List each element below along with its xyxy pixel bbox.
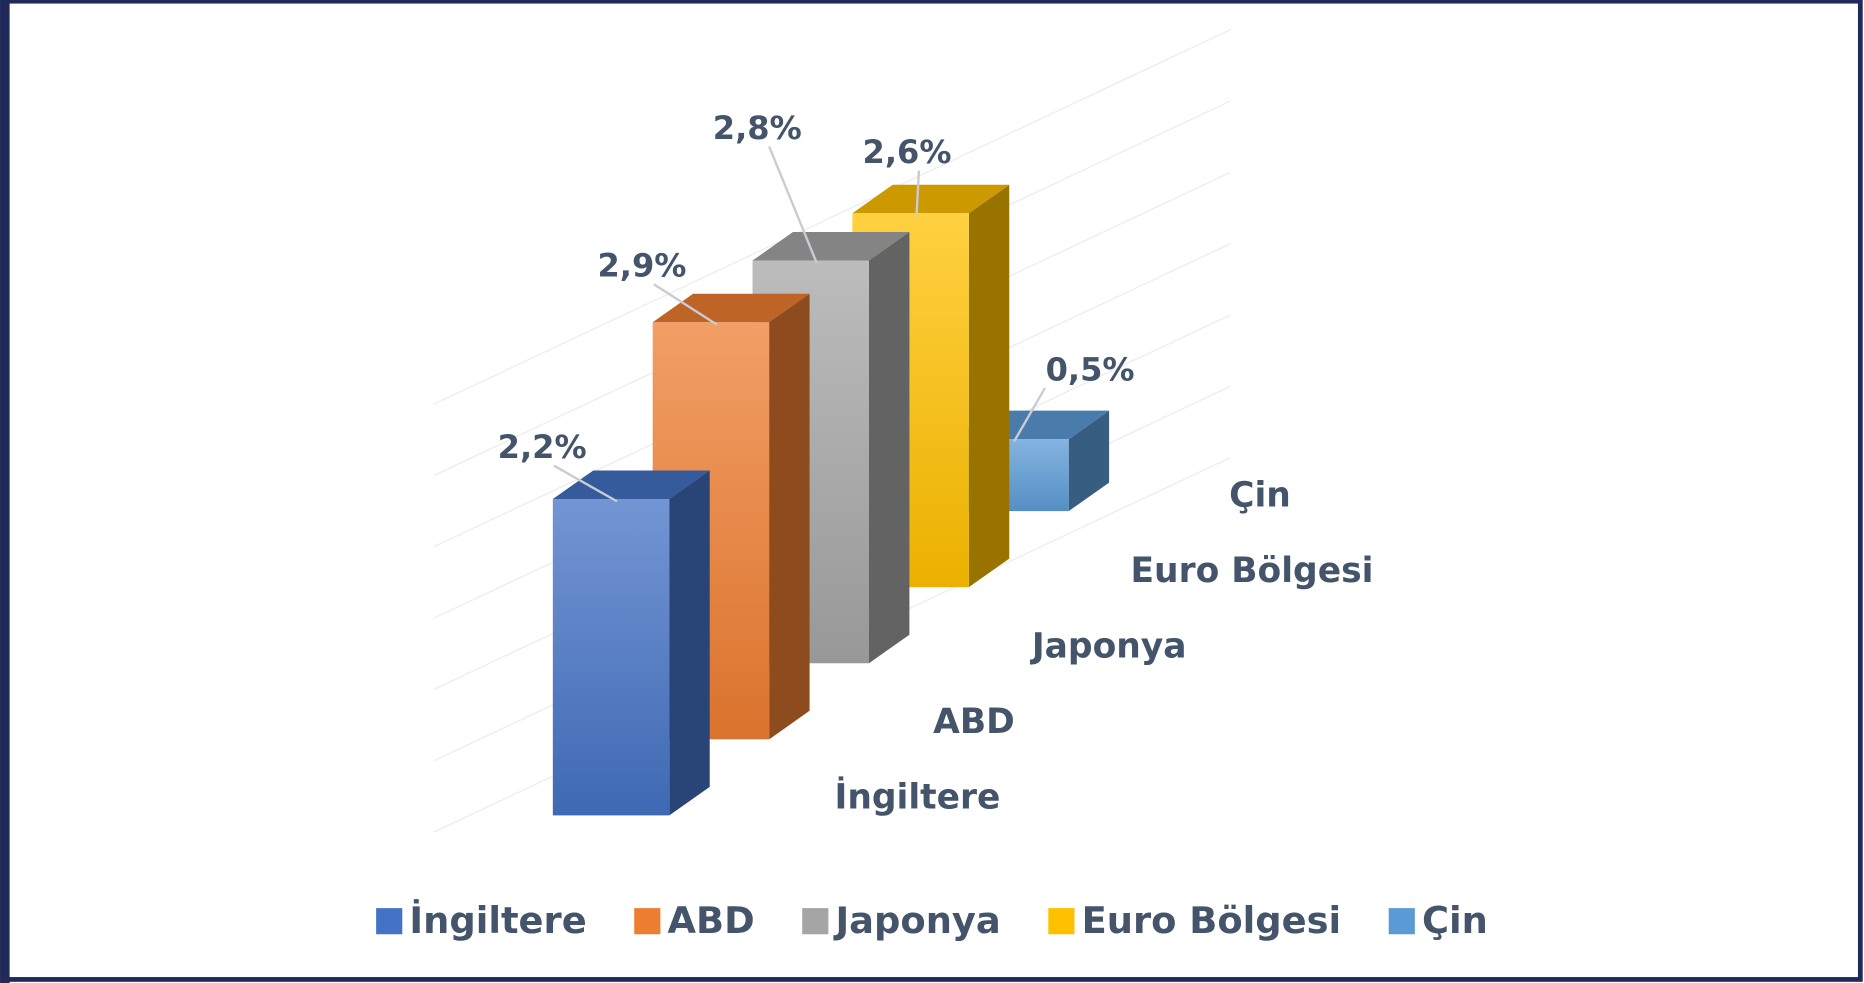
bar-side [669, 470, 710, 816]
frame-edge [0, 0, 10, 983]
legend-label: Euro Bölgesi [1082, 899, 1342, 942]
legend-swatch [1388, 908, 1415, 935]
bar-top [752, 232, 910, 261]
legend-label: ABD [668, 899, 755, 942]
legend-swatch [376, 908, 403, 935]
legend-swatch [1048, 908, 1075, 935]
bar-top [652, 293, 810, 323]
value-label: 2,6% [863, 133, 952, 171]
category-label: Euro Bölgesi [1131, 551, 1374, 591]
grid-line [433, 29, 1231, 405]
bar-top [852, 184, 1010, 214]
bar-side [869, 232, 910, 664]
leader-line [768, 145, 818, 264]
bar-side [968, 184, 1010, 588]
value-label: 2,2% [498, 428, 587, 466]
category-label: ABD [933, 702, 1015, 742]
legend-label: İngiltere [409, 898, 586, 942]
bar [552, 470, 710, 816]
leader-line [653, 283, 718, 326]
legend-label: Japonya [832, 899, 1000, 942]
leader-line [553, 464, 618, 503]
bar-side [769, 293, 810, 740]
value-label: 0,5% [1046, 350, 1135, 388]
leader-line [1012, 387, 1046, 443]
value-label: 2,8% [713, 109, 802, 147]
legend-label: Çin [1422, 899, 1488, 942]
value-label: 2,9% [597, 247, 686, 285]
bar-side [1068, 410, 1110, 512]
legend-swatch [802, 908, 829, 935]
bar-top [552, 470, 710, 499]
category-label: İngiltere [835, 776, 1001, 817]
leader-line [915, 170, 921, 216]
category-label: Çin [1229, 475, 1291, 515]
legend-swatch [634, 908, 661, 935]
legend: İngiltere ABD Japonya Euro Bölgesi Çin [376, 898, 1488, 942]
bar-front [552, 498, 670, 816]
category-label: Japonya [1030, 626, 1187, 666]
